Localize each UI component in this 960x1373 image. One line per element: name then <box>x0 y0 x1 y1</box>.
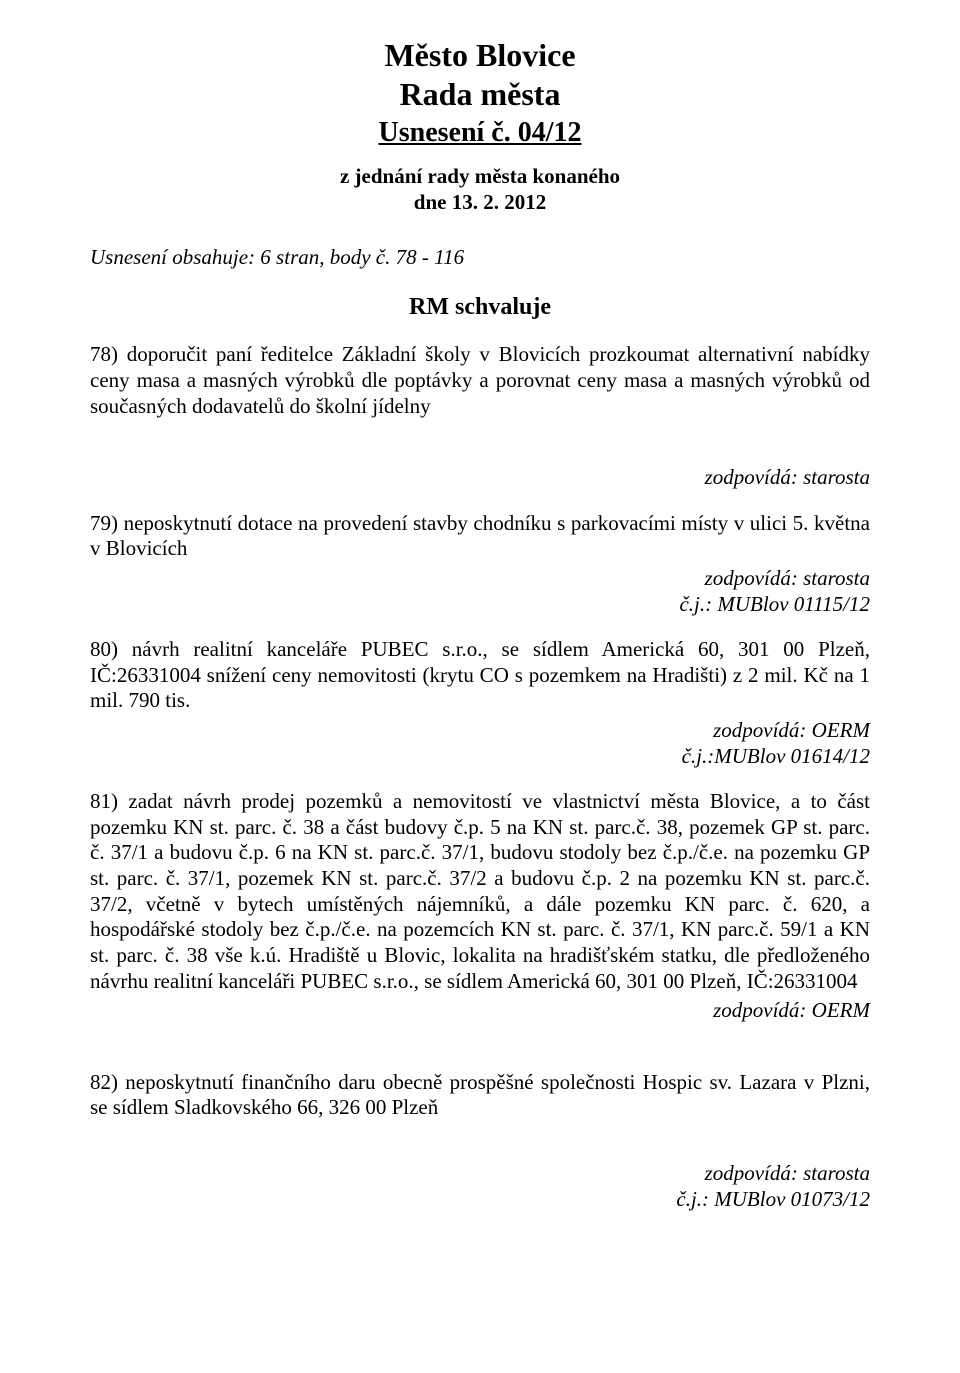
item-79-attr: zodpovídá: starosta č.j.: MUBlov 01115/1… <box>90 566 870 617</box>
item-82-zodpovida: zodpovídá: starosta <box>90 1161 870 1187</box>
item-82-ref: č.j.: MUBlov 01073/12 <box>90 1187 870 1213</box>
subtitle-line-2: dne 13. 2. 2012 <box>90 190 870 216</box>
item-79: 79) neposkytnutí dotace na provedení sta… <box>90 511 870 562</box>
item-82: 82) neposkytnutí finančního daru obecně … <box>90 1070 870 1121</box>
title-line-1: Město Blovice <box>90 36 870 75</box>
item-80: 80) návrh realitní kanceláře PUBEC s.r.o… <box>90 637 870 714</box>
item-78-attr: zodpovídá: starosta <box>90 465 870 491</box>
item-80-zodpovida: zodpovídá: OERM <box>90 718 870 744</box>
item-78: 78) doporučit paní ředitelce Základní šk… <box>90 342 870 419</box>
item-80-attr: zodpovídá: OERM č.j.:MUBlov 01614/12 <box>90 718 870 769</box>
title-line-2: Rada města <box>90 75 870 114</box>
item-79-ref: č.j.: MUBlov 01115/12 <box>90 592 870 618</box>
contents-line: Usnesení obsahuje: 6 stran, body č. 78 -… <box>90 245 870 271</box>
document-page: Město Blovice Rada města Usnesení č. 04/… <box>0 0 960 1373</box>
item-82-attr: zodpovídá: starosta č.j.: MUBlov 01073/1… <box>90 1161 870 1212</box>
title-line-3: Usnesení č. 04/12 <box>90 116 870 150</box>
subtitle: z jednání rady města konaného dne 13. 2.… <box>90 164 870 215</box>
item-81-zodpovida: zodpovídá: OERM <box>90 998 870 1024</box>
item-79-zodpovida: zodpovídá: starosta <box>90 566 870 592</box>
item-80-ref: č.j.:MUBlov 01614/12 <box>90 744 870 770</box>
item-78-zodpovida: zodpovídá: starosta <box>90 465 870 491</box>
title-block: Město Blovice Rada města Usnesení č. 04/… <box>90 36 870 150</box>
section-heading-schvaluje: RM schvaluje <box>90 293 870 322</box>
subtitle-line-1: z jednání rady města konaného <box>90 164 870 190</box>
item-81-attr: zodpovídá: OERM <box>90 998 870 1024</box>
item-81: 81) zadat návrh prodej pozemků a nemovit… <box>90 789 870 994</box>
